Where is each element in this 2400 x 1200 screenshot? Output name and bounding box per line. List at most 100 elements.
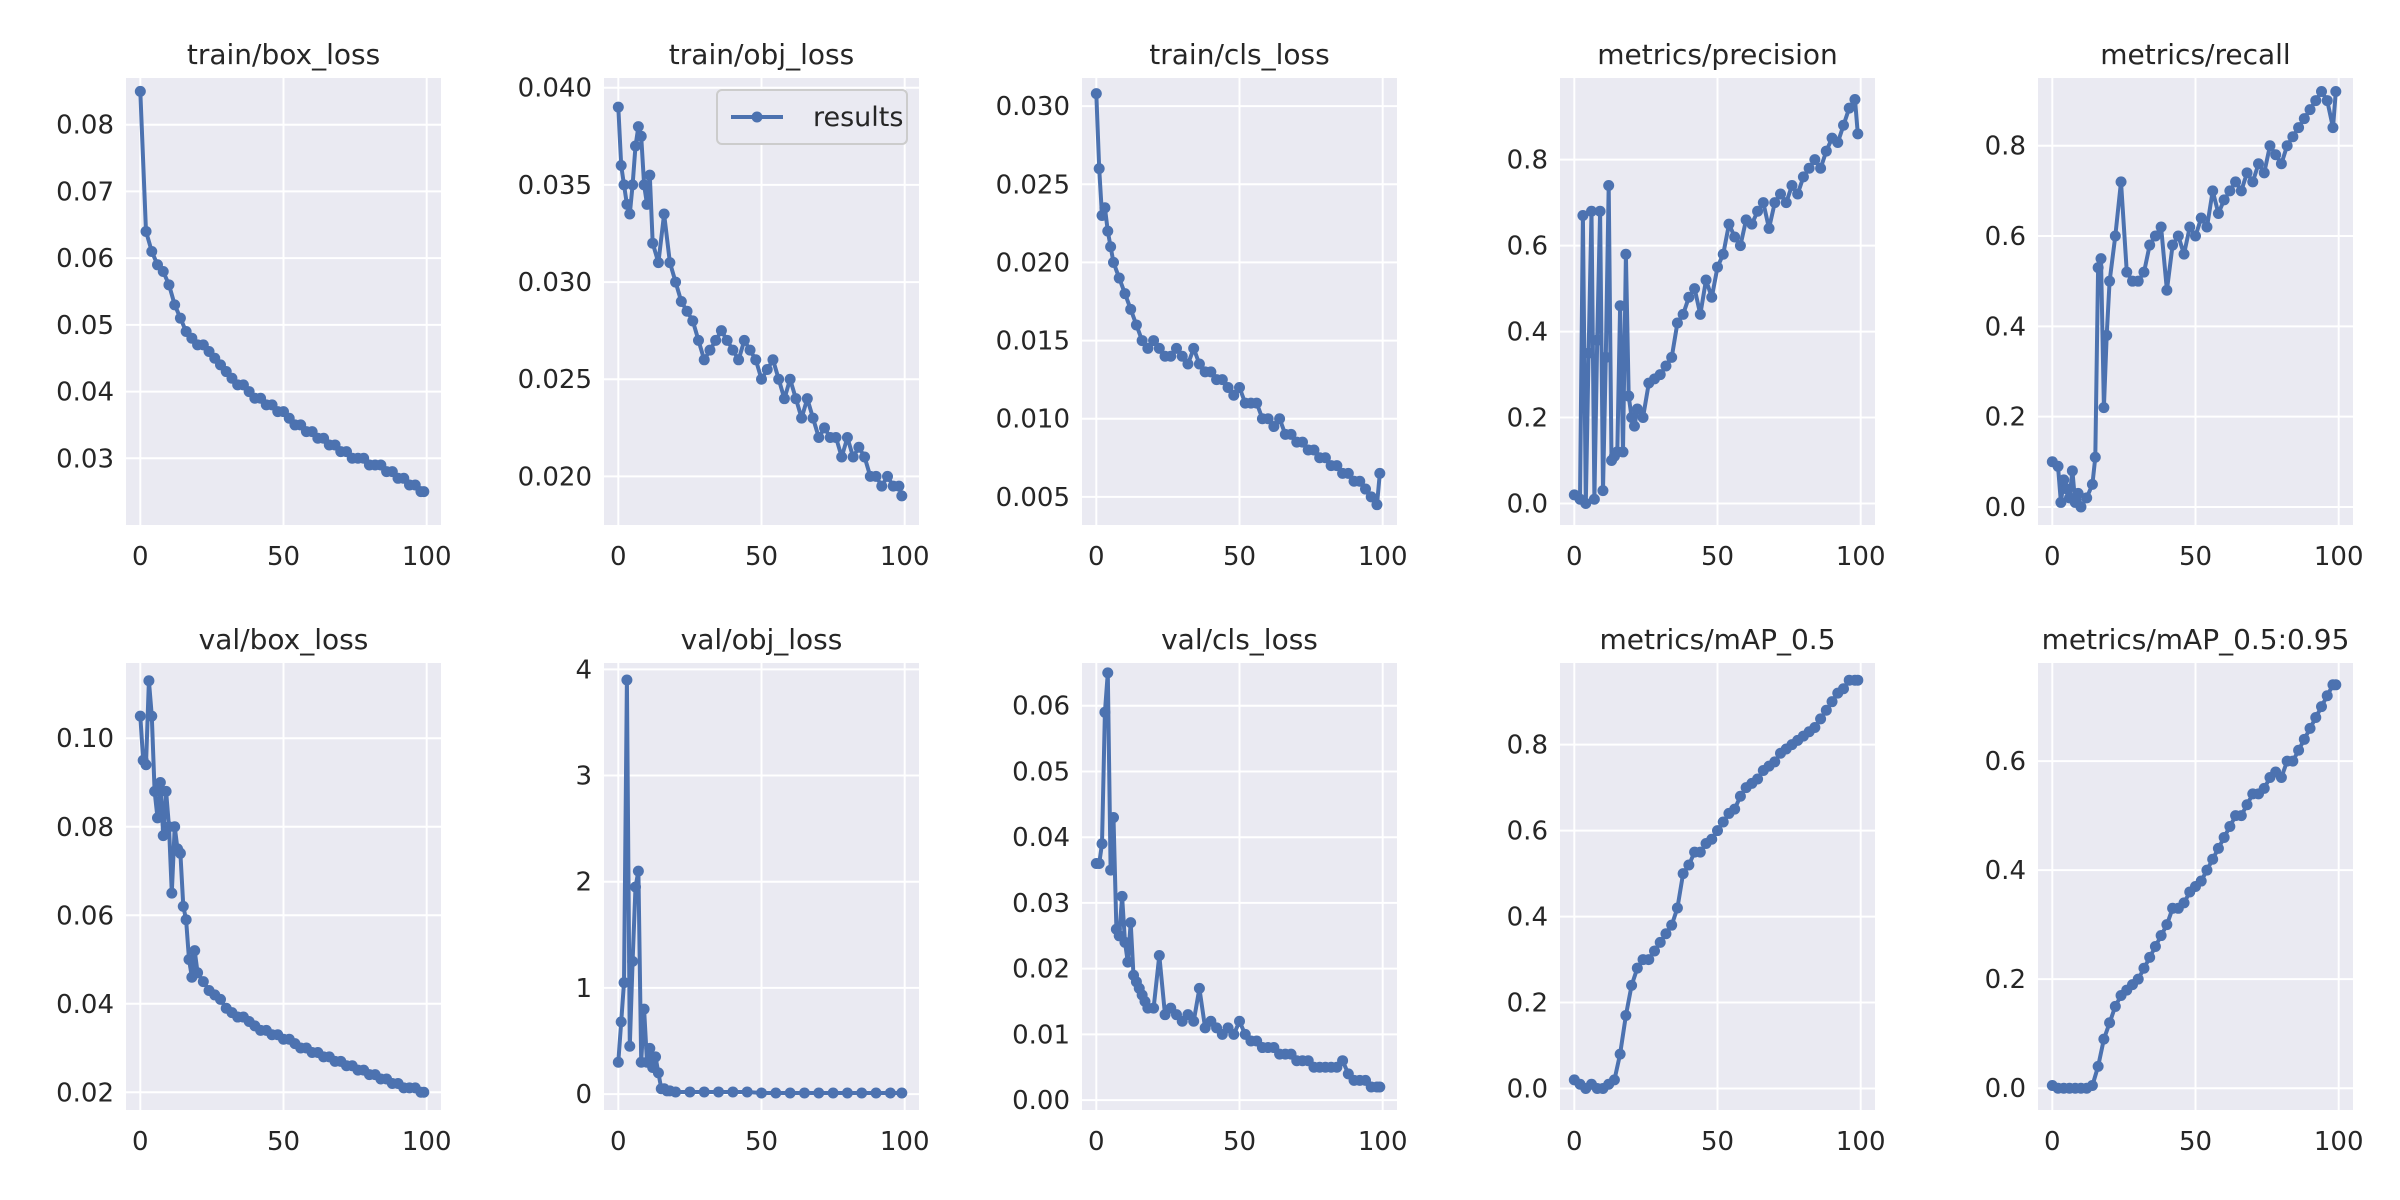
data-point (1234, 381, 1245, 393)
data-point (621, 674, 633, 686)
panel-metrics-precision: metrics/precision 0 50 100 0.0 0.2 0.4 0.6 0.8 (1507, 38, 1886, 572)
data-point (1832, 136, 1844, 148)
data-point (1620, 1009, 1632, 1021)
data-point (756, 373, 767, 385)
data-point (641, 198, 653, 210)
data-point (143, 675, 155, 687)
data-point (1717, 816, 1729, 828)
data-point (2321, 95, 2333, 107)
data-point (836, 451, 848, 463)
data-point (1176, 350, 1188, 362)
x-tick-label: 100 (2314, 542, 2364, 572)
panel-train-obj-loss: train/obj_loss 0 50 100 0.020 0.025 0.030 0.035… (518, 38, 930, 572)
data-point (1119, 936, 1131, 948)
data-point (859, 451, 871, 463)
data-point (2089, 451, 2101, 463)
data-point (675, 296, 687, 307)
data-point (1130, 319, 1142, 331)
data-point (1165, 350, 1177, 362)
data-point (644, 169, 656, 181)
data-point (1746, 218, 1758, 230)
data-point (896, 490, 908, 502)
data-point (1752, 205, 1764, 217)
data-point (1631, 962, 1643, 974)
panel-val-cls-loss: val/cls_loss 0 50 100 0.00 0.01 0.02 0.03 0.04 0.… (1012, 623, 1407, 1157)
data-point (140, 759, 152, 771)
data-point (632, 865, 644, 877)
data-point (2095, 253, 2107, 265)
data-point (1153, 342, 1165, 354)
data-point (618, 977, 630, 989)
data-point (1105, 241, 1117, 253)
data-point (1251, 397, 1263, 409)
data-point (1125, 917, 1137, 929)
data-point (744, 344, 756, 356)
data-point (174, 847, 186, 859)
y-tick-label: 0.4 (1507, 903, 1548, 933)
x-tick-label: 50 (2179, 542, 2212, 572)
x-tick-label: 50 (1701, 542, 1734, 572)
data-point (813, 432, 825, 444)
data-point (2075, 501, 2087, 513)
data-point (1677, 308, 1689, 320)
data-point (146, 710, 158, 722)
data-point (2104, 1017, 2116, 1029)
data-point (1820, 145, 1832, 157)
data-point (1623, 390, 1635, 402)
panel-title: val/cls_loss (1161, 623, 1318, 656)
data-point (1102, 225, 1114, 237)
data-point (647, 237, 659, 249)
data-point (1775, 188, 1786, 200)
data-point (1108, 256, 1119, 268)
x-tick-label: 100 (1358, 542, 1408, 572)
y-tick-label: 0.0 (1507, 490, 1548, 520)
y-tick-label: 0.06 (56, 901, 114, 931)
data-point (1597, 485, 1609, 497)
y-tick-label: 0.02 (1012, 955, 1070, 985)
data-point (1617, 446, 1629, 458)
y-tick-label: 0.03 (1012, 889, 1070, 919)
y-tick-label: 0.06 (56, 244, 114, 274)
y-tick-label: 0.06 (1012, 692, 1070, 722)
data-point (169, 299, 181, 311)
data-point (621, 198, 633, 210)
data-point (664, 257, 676, 269)
data-point (2298, 113, 2310, 125)
data-point (727, 1086, 739, 1098)
data-point (644, 1042, 656, 1054)
data-point (1102, 667, 1114, 679)
panel-metrics-recall: metrics/recall 0 50 100 0.0 0.2 0.4 0.6 0.8 (1985, 38, 2364, 572)
data-point (1649, 945, 1660, 957)
data-point (134, 710, 146, 722)
data-point (1096, 838, 1108, 850)
data-point (1188, 342, 1200, 354)
data-point (1734, 790, 1746, 802)
y-tick-label: 0.8 (1985, 132, 2026, 162)
data-point (2241, 799, 2253, 811)
data-point (1308, 444, 1320, 456)
data-point (1228, 1028, 1240, 1040)
y-tick-label: 4 (575, 655, 592, 685)
data-point (807, 412, 819, 424)
data-point (2092, 1060, 2104, 1072)
data-point (652, 1067, 664, 1079)
data-point (698, 354, 710, 366)
y-tick-label: 0.8 (1507, 146, 1548, 176)
data-point (1142, 342, 1154, 354)
data-point (2104, 275, 2116, 287)
legend-marker (751, 111, 763, 123)
data-point (152, 812, 163, 824)
data-point (169, 821, 181, 833)
data-point (2207, 185, 2219, 197)
data-point (727, 344, 739, 356)
data-point (1153, 950, 1165, 962)
data-point (1371, 499, 1383, 511)
data-point (1628, 420, 1640, 432)
data-point (2138, 962, 2150, 974)
panel-train-box-loss: train/box_loss 0 50 100 0.03 0.04 0.05 0.06 0.07… (56, 38, 451, 572)
data-point (1786, 179, 1798, 191)
y-tick-label: 0.03 (56, 444, 114, 474)
data-point (2224, 185, 2236, 197)
data-point (1108, 811, 1119, 823)
data-point (418, 1086, 430, 1098)
